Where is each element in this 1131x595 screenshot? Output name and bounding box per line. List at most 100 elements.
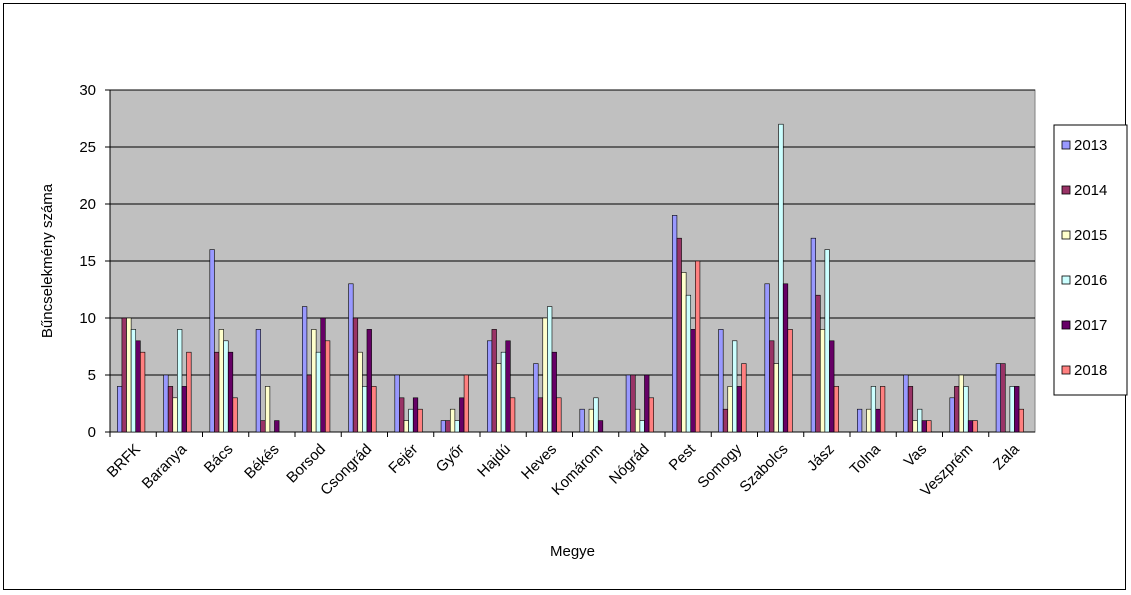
bar-somogy-2013 — [718, 329, 724, 433]
legend-swatch-2018 — [1061, 365, 1071, 375]
bar-borsod-2015 — [311, 329, 317, 433]
x-tick-label: Jász — [804, 441, 838, 475]
bar-vas-2015 — [912, 420, 918, 433]
bar-hajdú-2014 — [491, 329, 497, 433]
bar-jász-2014 — [815, 294, 821, 433]
bar-komárom-2016 — [593, 397, 599, 433]
bar-veszprém-2015 — [958, 374, 964, 433]
x-tick-label: BRFK — [104, 441, 144, 481]
bar-békés-2014 — [260, 420, 266, 433]
bar-borsod-2018 — [325, 340, 331, 433]
bar-zala-2013 — [995, 363, 1001, 433]
bar-tolna-2018 — [880, 386, 886, 433]
legend-swatch-2013 — [1061, 140, 1071, 150]
bar-brfk-2017 — [135, 340, 141, 433]
bar-fejér-2017 — [412, 397, 419, 433]
bar-zala-2017 — [1014, 386, 1020, 433]
x-tick-label: Bács — [201, 441, 237, 477]
x-tick-label: Zala — [990, 440, 1023, 473]
bar-somogy-2016 — [732, 340, 738, 433]
legend — [1053, 124, 1128, 396]
y-tick-label: 20 — [79, 196, 96, 213]
x-axis-title: Megye — [550, 543, 595, 560]
bar-csongrád-2018 — [371, 386, 377, 433]
bar-veszprém-2013 — [949, 397, 955, 433]
bar-somogy-2017 — [736, 386, 742, 433]
bar-baranya-2014 — [167, 386, 174, 433]
bar-pest-2018 — [695, 260, 701, 433]
bar-szabolcs-2015 — [773, 363, 779, 433]
bar-brfk-2018 — [140, 351, 146, 433]
bar-brfk-2016 — [130, 329, 137, 433]
x-tick-label: Szabolcs — [736, 441, 791, 496]
legend-swatch-2017 — [1061, 320, 1071, 330]
bar-borsod-2014 — [306, 374, 312, 433]
x-tick-label: Nógrád — [606, 441, 653, 488]
bar-bács-2014 — [214, 351, 220, 433]
bar-baranya-2013 — [163, 374, 169, 433]
bar-heves-2014 — [537, 397, 544, 433]
bar-csongrád-2014 — [352, 317, 359, 433]
bar-fejér-2014 — [399, 397, 405, 433]
bar-pest-2015 — [681, 272, 687, 433]
bar-heves-2015 — [542, 317, 548, 433]
bar-komárom-2017 — [597, 420, 604, 433]
bar-somogy-2018 — [741, 363, 747, 433]
bar-hajdú-2015 — [496, 363, 502, 433]
y-axis-title: Bűncselekmény száma — [39, 183, 56, 338]
x-tick-label: Heves — [518, 441, 560, 483]
bar-szabolcs-2016 — [778, 123, 784, 433]
bar-pest-2016 — [685, 294, 692, 433]
y-tick-label: 15 — [79, 253, 96, 270]
bar-fejér-2015 — [403, 420, 409, 433]
bar-bács-2013 — [209, 249, 215, 433]
bar-szabolcs-2017 — [782, 283, 789, 433]
bar-győr-2018 — [463, 374, 469, 433]
bar-hajdú-2017 — [505, 340, 511, 433]
bar-jász-2018 — [833, 386, 839, 433]
bar-szabolcs-2018 — [787, 329, 793, 433]
bar-zala-2016 — [1009, 386, 1015, 433]
legend-swatch-2015 — [1061, 230, 1071, 240]
y-tick-label: 5 — [88, 367, 96, 384]
bar-baranya-2017 — [181, 386, 187, 433]
bar-szabolcs-2013 — [764, 283, 770, 433]
y-tick-label: 25 — [79, 139, 96, 156]
legend-label-2014: 2014 — [1074, 182, 1107, 199]
bar-vas-2016 — [917, 408, 923, 433]
bar-hajdú-2016 — [500, 351, 507, 433]
bar-vas-2013 — [903, 374, 909, 433]
legend-label-2017: 2017 — [1074, 317, 1107, 334]
bar-somogy-2014 — [722, 408, 729, 433]
x-tick-label: Hajdú — [474, 441, 514, 481]
bar-baranya-2018 — [186, 351, 192, 433]
bar-nógrád-2013 — [625, 374, 631, 433]
x-tick-label: Csongrád — [317, 441, 375, 499]
bar-bács-2017 — [227, 351, 234, 433]
bar-fejér-2013 — [394, 374, 400, 433]
bar-komárom-2013 — [579, 408, 585, 433]
bar-pest-2014 — [676, 237, 682, 433]
bar-békés-2015 — [264, 386, 271, 433]
bar-tolna-2017 — [875, 408, 881, 433]
bar-zala-2018 — [1018, 408, 1024, 433]
bar-győr-2015 — [449, 408, 456, 433]
bar-tolna-2015 — [866, 408, 872, 433]
bar-szabolcs-2014 — [769, 340, 775, 433]
bar-borsod-2017 — [320, 317, 326, 433]
bar-somogy-2015 — [727, 386, 733, 433]
bar-csongrád-2013 — [348, 283, 354, 433]
bar-győr-2017 — [459, 397, 465, 433]
bar-nógrád-2016 — [639, 420, 645, 433]
bar-hajdú-2013 — [487, 340, 493, 433]
bar-győr-2016 — [454, 420, 460, 433]
bar-pest-2013 — [672, 215, 678, 433]
bar-bács-2015 — [218, 329, 224, 433]
bar-baranya-2015 — [172, 397, 178, 433]
bar-brfk-2014 — [121, 317, 127, 433]
bar-győr-2013 — [440, 420, 446, 433]
bar-fejér-2018 — [417, 408, 423, 433]
x-tick-label: Tolna — [847, 440, 885, 478]
bar-jász-2017 — [829, 340, 835, 433]
